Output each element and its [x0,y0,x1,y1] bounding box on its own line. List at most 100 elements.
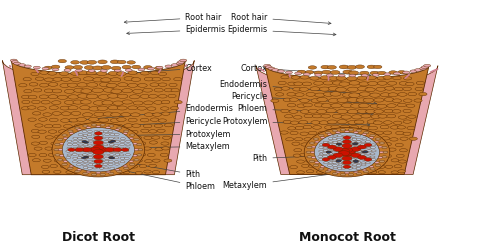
Ellipse shape [74,172,81,174]
Ellipse shape [320,143,329,147]
Ellipse shape [104,160,110,162]
Ellipse shape [367,65,376,68]
Ellipse shape [300,132,308,136]
Ellipse shape [374,98,384,102]
Ellipse shape [73,140,78,142]
Ellipse shape [396,143,404,147]
Ellipse shape [22,95,30,99]
Ellipse shape [361,114,371,118]
Ellipse shape [92,167,98,169]
Ellipse shape [77,147,82,148]
Ellipse shape [84,161,88,163]
Ellipse shape [109,151,114,153]
Ellipse shape [374,131,384,134]
Ellipse shape [110,112,120,117]
Ellipse shape [128,118,137,122]
Ellipse shape [94,147,98,149]
Ellipse shape [114,151,119,153]
Ellipse shape [330,132,339,136]
Ellipse shape [379,160,384,162]
Ellipse shape [138,153,145,156]
Ellipse shape [35,124,43,127]
Ellipse shape [315,93,325,97]
Ellipse shape [68,83,78,87]
Ellipse shape [310,151,315,153]
Ellipse shape [356,172,362,175]
Ellipse shape [357,156,362,158]
Ellipse shape [358,156,366,159]
Ellipse shape [124,158,129,160]
Ellipse shape [104,88,115,92]
Ellipse shape [366,140,370,142]
Ellipse shape [314,81,324,85]
Ellipse shape [29,82,38,86]
Ellipse shape [58,149,63,151]
Ellipse shape [406,104,415,108]
Ellipse shape [342,160,351,164]
Ellipse shape [295,93,304,96]
Ellipse shape [408,115,416,118]
Ellipse shape [128,71,137,74]
Ellipse shape [88,140,94,142]
Ellipse shape [158,94,167,98]
Ellipse shape [336,159,342,161]
Ellipse shape [300,153,308,156]
Ellipse shape [424,64,430,67]
Ellipse shape [382,151,388,153]
Ellipse shape [130,142,138,145]
Ellipse shape [336,171,340,173]
Ellipse shape [104,167,108,169]
Ellipse shape [138,106,146,110]
Ellipse shape [93,140,98,142]
Ellipse shape [122,100,132,104]
Text: Dicot Root: Dicot Root [62,231,135,244]
Ellipse shape [313,160,320,163]
Ellipse shape [156,66,163,69]
Ellipse shape [315,162,320,164]
Ellipse shape [283,98,292,102]
Ellipse shape [328,120,337,124]
Ellipse shape [364,143,372,146]
Ellipse shape [144,66,152,69]
Ellipse shape [300,99,309,102]
Ellipse shape [58,60,66,63]
Ellipse shape [82,154,87,156]
Ellipse shape [174,78,182,81]
Ellipse shape [113,148,122,152]
Ellipse shape [346,147,351,148]
Ellipse shape [320,87,330,91]
Ellipse shape [114,163,119,165]
Ellipse shape [323,149,328,151]
Ellipse shape [356,130,362,132]
Ellipse shape [343,136,350,139]
Ellipse shape [90,142,99,146]
Ellipse shape [104,131,108,133]
Ellipse shape [86,126,91,128]
Ellipse shape [144,77,154,81]
Ellipse shape [93,78,104,82]
Ellipse shape [114,124,123,128]
Ellipse shape [53,78,62,81]
Ellipse shape [319,153,324,155]
Ellipse shape [32,142,40,145]
Ellipse shape [78,144,83,146]
Ellipse shape [398,160,406,163]
Polygon shape [2,60,194,175]
Ellipse shape [72,136,80,140]
Ellipse shape [332,164,338,166]
Ellipse shape [69,165,74,167]
Ellipse shape [45,147,53,150]
Ellipse shape [372,74,379,76]
Ellipse shape [73,100,84,104]
Ellipse shape [309,160,314,162]
Ellipse shape [303,125,312,129]
Ellipse shape [82,113,92,117]
Ellipse shape [358,109,368,113]
Ellipse shape [100,124,105,126]
Ellipse shape [124,167,129,170]
Ellipse shape [120,130,128,133]
Ellipse shape [381,136,390,140]
Ellipse shape [130,130,138,134]
Polygon shape [256,66,438,174]
Ellipse shape [346,135,351,137]
